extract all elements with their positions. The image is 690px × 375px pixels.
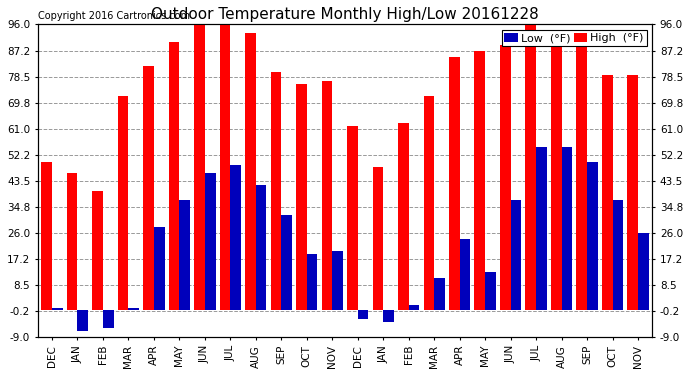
Bar bbox=[408, 304, 420, 310]
Bar bbox=[245, 33, 256, 310]
Bar bbox=[460, 239, 471, 310]
Bar bbox=[475, 51, 485, 310]
Bar bbox=[536, 147, 547, 310]
Bar bbox=[398, 123, 408, 310]
Text: Copyright 2016 Cartronics.com: Copyright 2016 Cartronics.com bbox=[38, 11, 190, 21]
Bar bbox=[77, 310, 88, 332]
Bar bbox=[602, 75, 613, 310]
Bar bbox=[307, 254, 317, 310]
Bar bbox=[92, 191, 103, 310]
Bar bbox=[357, 310, 368, 320]
Bar bbox=[562, 147, 573, 310]
Bar bbox=[485, 272, 496, 310]
Bar bbox=[168, 42, 179, 310]
Bar bbox=[270, 72, 282, 310]
Bar bbox=[154, 227, 164, 310]
Bar bbox=[296, 84, 307, 310]
Bar bbox=[67, 174, 77, 310]
Bar bbox=[511, 200, 522, 310]
Bar bbox=[117, 96, 128, 310]
Bar bbox=[347, 126, 357, 310]
Bar bbox=[282, 215, 292, 310]
Bar bbox=[256, 185, 266, 310]
Bar bbox=[576, 33, 587, 310]
Bar bbox=[373, 168, 383, 310]
Bar bbox=[41, 162, 52, 310]
Bar bbox=[424, 96, 434, 310]
Bar bbox=[638, 233, 649, 310]
Bar bbox=[333, 251, 343, 310]
Bar bbox=[587, 162, 598, 310]
Bar bbox=[219, 24, 230, 310]
Bar bbox=[205, 174, 215, 310]
Bar bbox=[500, 45, 511, 310]
Bar bbox=[383, 310, 394, 322]
Bar bbox=[322, 81, 333, 310]
Bar bbox=[52, 308, 63, 310]
Bar bbox=[230, 165, 241, 310]
Bar bbox=[526, 24, 536, 310]
Bar bbox=[613, 200, 623, 310]
Bar bbox=[128, 308, 139, 310]
Bar bbox=[627, 75, 638, 310]
Bar bbox=[551, 33, 562, 310]
Bar bbox=[143, 66, 154, 310]
Bar bbox=[194, 24, 205, 310]
Bar bbox=[103, 310, 114, 328]
Title: Outdoor Temperature Monthly High/Low 20161228: Outdoor Temperature Monthly High/Low 201… bbox=[151, 7, 539, 22]
Bar bbox=[179, 200, 190, 310]
Legend: Low  (°F), High  (°F): Low (°F), High (°F) bbox=[502, 30, 647, 46]
Bar bbox=[434, 278, 445, 310]
Bar bbox=[449, 57, 460, 310]
